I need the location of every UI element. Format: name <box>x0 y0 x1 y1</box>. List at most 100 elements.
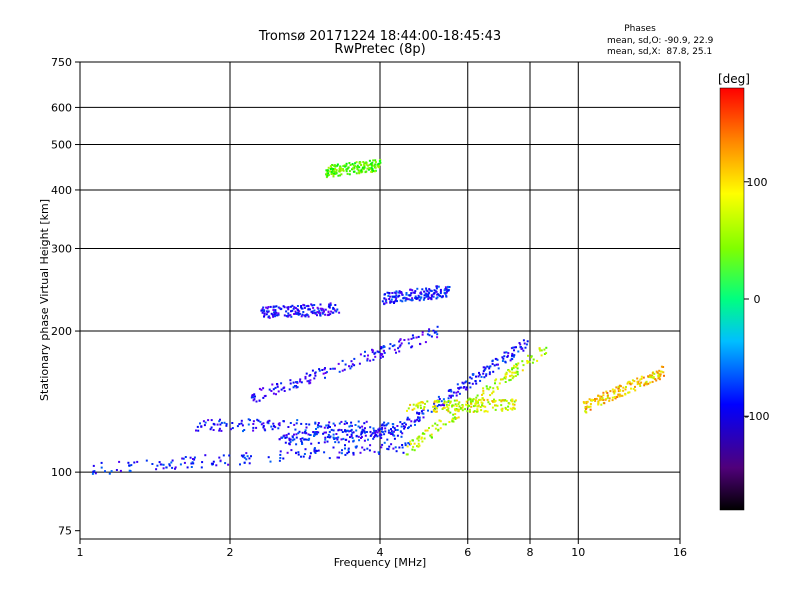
data-point <box>371 168 374 171</box>
data-point <box>521 369 524 372</box>
data-point <box>334 424 336 427</box>
data-point <box>589 408 592 411</box>
data-point <box>329 165 332 168</box>
data-point <box>324 367 326 370</box>
data-point <box>334 441 337 444</box>
data-point <box>305 426 308 429</box>
data-point <box>263 312 266 315</box>
data-point <box>436 336 439 339</box>
data-point <box>312 306 315 309</box>
data-point <box>475 410 478 413</box>
data-point <box>391 431 394 434</box>
data-point <box>224 462 227 465</box>
data-point <box>436 285 439 288</box>
data-point <box>498 399 501 402</box>
data-point <box>329 168 332 170</box>
data-point <box>652 377 655 380</box>
data-point <box>326 169 329 172</box>
data-point <box>379 159 382 161</box>
data-point <box>304 429 307 432</box>
data-point <box>451 404 454 407</box>
data-point <box>396 429 399 431</box>
data-point <box>413 449 416 452</box>
data-point <box>362 161 365 163</box>
data-point <box>162 463 165 466</box>
data-point <box>91 472 94 475</box>
data-point <box>200 425 203 428</box>
data-point <box>352 452 355 455</box>
data-point <box>409 440 412 443</box>
data-point <box>514 371 517 374</box>
data-point <box>495 404 498 407</box>
data-point <box>219 459 222 462</box>
data-point <box>414 290 417 293</box>
data-point <box>258 399 261 402</box>
data-point <box>489 394 492 397</box>
data-point <box>492 400 494 403</box>
data-point <box>401 423 404 425</box>
data-point <box>423 407 425 410</box>
data-point <box>343 164 346 167</box>
data-point <box>285 315 288 317</box>
data-point <box>406 418 409 421</box>
data-point <box>340 429 343 432</box>
data-point <box>350 360 353 363</box>
data-point <box>127 461 130 464</box>
data-point <box>479 406 482 408</box>
data-point <box>342 437 345 440</box>
data-point <box>492 390 495 393</box>
data-point <box>344 165 347 168</box>
data-point <box>488 371 491 374</box>
data-point <box>252 426 255 429</box>
data-point <box>344 453 347 456</box>
data-point <box>332 170 335 173</box>
data-point <box>329 302 332 305</box>
data-point <box>265 313 268 316</box>
data-point <box>219 418 221 421</box>
data-point <box>279 457 282 459</box>
data-point <box>280 388 283 391</box>
data-point <box>350 428 353 431</box>
data-point <box>398 446 401 449</box>
data-point <box>343 423 346 425</box>
data-point <box>316 310 319 313</box>
data-point <box>393 434 396 437</box>
data-point <box>115 469 118 471</box>
data-point <box>511 346 514 349</box>
data-point <box>273 425 276 428</box>
data-point <box>357 425 360 428</box>
data-point <box>351 431 354 434</box>
data-point <box>335 169 338 172</box>
data-point <box>330 310 333 313</box>
data-point <box>412 336 415 339</box>
data-point <box>433 331 436 334</box>
data-point <box>351 437 354 439</box>
data-point <box>118 460 121 463</box>
data-point <box>323 451 326 454</box>
data-point <box>367 164 369 167</box>
data-point <box>484 410 487 412</box>
data-point <box>376 435 379 438</box>
data-point <box>307 308 310 311</box>
data-point <box>473 410 476 413</box>
data-point <box>485 373 488 376</box>
data-point <box>594 398 596 400</box>
data-point <box>334 437 337 440</box>
data-point <box>514 366 517 369</box>
data-point <box>445 291 448 294</box>
data-point <box>265 306 268 309</box>
data-point <box>315 428 317 430</box>
data-point <box>486 365 489 368</box>
data-point <box>606 396 609 399</box>
data-point <box>247 423 250 426</box>
data-points <box>91 159 665 475</box>
data-point <box>199 422 201 425</box>
data-point <box>332 308 335 310</box>
data-point <box>421 288 424 291</box>
data-point <box>507 405 510 408</box>
data-point <box>528 360 531 363</box>
data-point <box>338 170 341 173</box>
data-point <box>347 429 350 432</box>
data-point <box>416 404 419 407</box>
data-point <box>413 442 416 445</box>
